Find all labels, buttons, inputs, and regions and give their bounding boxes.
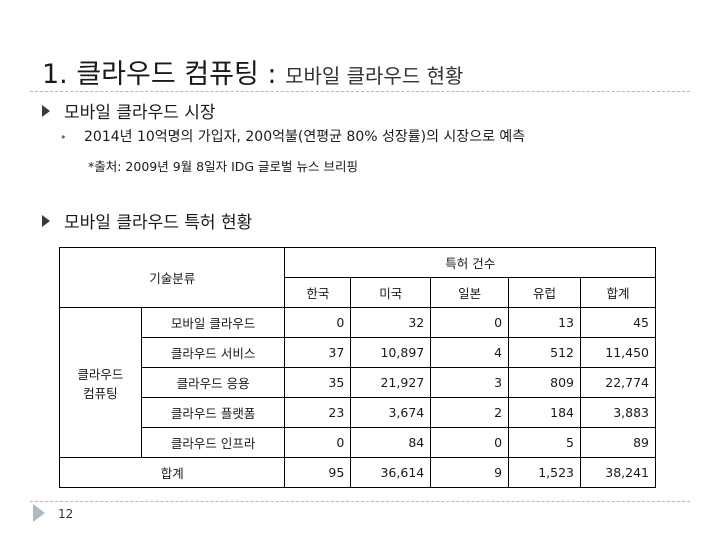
page-number: 12 (58, 507, 74, 521)
row-label: 클라우드 인프라 (140, 427, 286, 458)
table-cell: 0 (430, 307, 510, 338)
slide-title-sub: 모바일 클라우드 현황 (285, 64, 464, 88)
title-divider (30, 91, 690, 92)
table-row: 클라우드 서비스 37 10,897 4 512 11,450 (60, 337, 657, 368)
table-cell: 0 (430, 427, 510, 458)
bullet-patent-text: 모바일 클라우드 특허 현황 (64, 213, 253, 233)
dot-bullet-icon: • (60, 131, 67, 144)
table-cell: 5 (508, 427, 581, 458)
row-label: 모바일 클라우드 (140, 307, 286, 338)
total-cell: 9 (430, 457, 510, 488)
column-header: 합계 (579, 277, 657, 308)
market-source: *출처: 2009년 9월 8일자 IDG 글로벌 뉴스 브리핑 (88, 159, 358, 174)
slide-title-main: 1. 클라우드 컴퓨팅 : (42, 59, 286, 90)
triangle-bullet-icon (42, 214, 50, 227)
column-header: 미국 (350, 277, 432, 308)
table-cell: 13 (508, 307, 581, 338)
total-label: 합계 (58, 457, 286, 488)
table-cell: 2 (430, 397, 510, 428)
table-cell: 809 (508, 367, 581, 398)
row-label: 클라우드 응용 (140, 367, 286, 398)
row-group-label-line2: 컴퓨팅 (83, 385, 118, 401)
bullet-market: 모바일 클라우드 시장 (42, 98, 216, 123)
table-cell: 22,774 (579, 367, 657, 398)
table-total-row: 합계 95 36,614 9 1,523 38,241 (58, 457, 657, 488)
market-detail-text: 2014년 10억명의 가입자, 200억불(연평균 80% 성장률)의 시장으… (84, 129, 526, 145)
slide-title: 1. 클라우드 컴퓨팅 : 모바일 클라우드 현황 (42, 52, 463, 91)
table-cell: 3,674 (350, 397, 432, 428)
table-cell: 184 (508, 397, 581, 428)
table-cell: 21,927 (350, 367, 432, 398)
table-row: 클라우드 컴퓨팅 모바일 클라우드 0 32 0 13 45 (59, 307, 657, 458)
table-cell: 512 (508, 337, 581, 368)
triangle-bullet-icon (42, 104, 50, 117)
table-cell: 37 (284, 337, 352, 368)
total-cell: 38,241 (579, 457, 657, 488)
column-header: 유럽 (508, 277, 581, 308)
footer-divider (30, 501, 690, 502)
row-group-label-line1: 클라우드 (77, 366, 124, 382)
table-cell: 32 (350, 307, 432, 338)
table-cell: 0 (284, 307, 352, 338)
table-row: 클라우드 인프라 0 84 0 5 89 (60, 427, 657, 458)
table-cell: 0 (284, 427, 352, 458)
row-label: 클라우드 플랫폼 (140, 397, 286, 428)
header-category: 기술분류 (58, 247, 286, 308)
table-cell: 10,897 (350, 337, 432, 368)
sub-bullet-market-detail: • 2014년 10억명의 가입자, 200억불(연평균 80% 성장률)의 시장… (60, 126, 525, 146)
table-cell: 11,450 (579, 337, 657, 368)
table-row: 클라우드 응용 35 21,927 3 809 22,774 (60, 367, 657, 398)
total-cell: 1,523 (508, 457, 581, 488)
total-cell: 36,614 (350, 457, 432, 488)
table-cell: 84 (350, 427, 432, 458)
table-cell: 35 (284, 367, 352, 398)
page-marker-icon (33, 504, 45, 522)
table-cell: 89 (579, 427, 657, 458)
bullet-market-text: 모바일 클라우드 시장 (64, 103, 216, 123)
column-header: 일본 (430, 277, 510, 308)
table-cell: 45 (579, 307, 657, 338)
table-cell: 4 (430, 337, 510, 368)
table-row: 클라우드 플랫폼 23 3,674 2 184 3,883 (60, 397, 657, 428)
bullet-patent: 모바일 클라우드 특허 현황 (42, 208, 252, 233)
table-cell: 23 (284, 397, 352, 428)
column-header: 한국 (284, 277, 352, 308)
table-cell: 3 (430, 367, 510, 398)
total-cell: 95 (284, 457, 352, 488)
table-cell: 3,883 (579, 397, 657, 428)
header-patent-count: 특허 건수 (284, 247, 656, 278)
row-label: 클라우드 서비스 (140, 337, 286, 368)
